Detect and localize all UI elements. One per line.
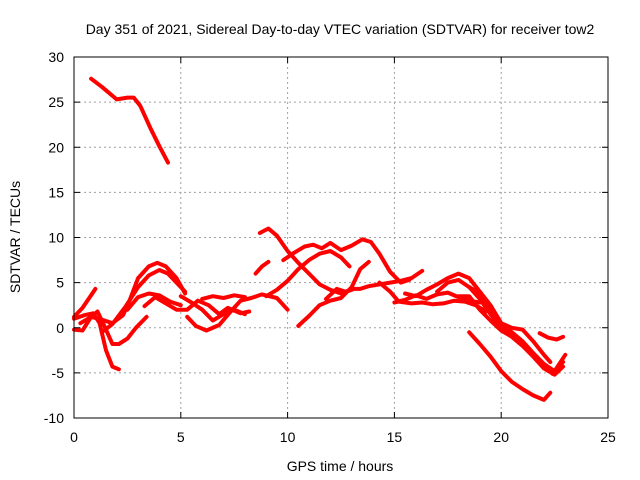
grid bbox=[74, 57, 608, 418]
series-arc-6 bbox=[99, 268, 188, 335]
x-tick-label: 15 bbox=[387, 429, 403, 445]
y-tick-label: 20 bbox=[48, 139, 64, 155]
y-tick-label: 25 bbox=[48, 94, 64, 110]
series-arc-3 bbox=[72, 311, 121, 372]
series-arc-12 bbox=[253, 259, 271, 276]
series-arc-22 bbox=[456, 294, 566, 377]
x-tick-label: 5 bbox=[177, 429, 185, 445]
axis-ticks: 0 5 10 15 20 25 -10 -5 0 5 10 15 20 25 30 bbox=[44, 49, 616, 445]
x-tick-label: 20 bbox=[493, 429, 509, 445]
y-tick-label: -5 bbox=[52, 365, 65, 381]
series-arc-5 bbox=[78, 260, 188, 326]
y-tick-label: 5 bbox=[56, 275, 64, 291]
y-tick-label: 0 bbox=[56, 320, 64, 336]
series-arc-16 bbox=[296, 259, 371, 328]
series-arc-18 bbox=[377, 280, 489, 314]
series-arc-15 bbox=[281, 237, 412, 285]
y-tick-label: -10 bbox=[44, 410, 64, 426]
series-arc-4 bbox=[72, 309, 149, 346]
series-arc-11 bbox=[200, 293, 247, 301]
series-arc-20 bbox=[403, 271, 568, 374]
series-arc-17 bbox=[324, 268, 425, 301]
series-arc-24 bbox=[467, 330, 553, 402]
series-arc-1 bbox=[89, 76, 170, 165]
x-tick-label: 10 bbox=[280, 429, 296, 445]
y-axis-label: SDTVAR / TECUs bbox=[7, 181, 23, 293]
series-arc-14 bbox=[264, 249, 352, 299]
x-axis-label: GPS time / hours bbox=[287, 458, 394, 474]
series-arc-19 bbox=[392, 290, 482, 305]
series-arc-25 bbox=[537, 331, 566, 342]
x-tick-label: 0 bbox=[70, 429, 78, 445]
y-tick-label: 30 bbox=[48, 49, 64, 65]
y-tick-label: 15 bbox=[48, 184, 64, 200]
series-arc-23 bbox=[467, 285, 553, 364]
series-arc-2 bbox=[72, 286, 98, 319]
x-tick-label: 25 bbox=[600, 429, 616, 445]
chart-title: Day 351 of 2021, Sidereal Day-to-day VTE… bbox=[86, 21, 595, 37]
series-arc-7 bbox=[125, 291, 183, 312]
y-tick-label: 10 bbox=[48, 230, 64, 246]
series-layer bbox=[72, 76, 568, 402]
